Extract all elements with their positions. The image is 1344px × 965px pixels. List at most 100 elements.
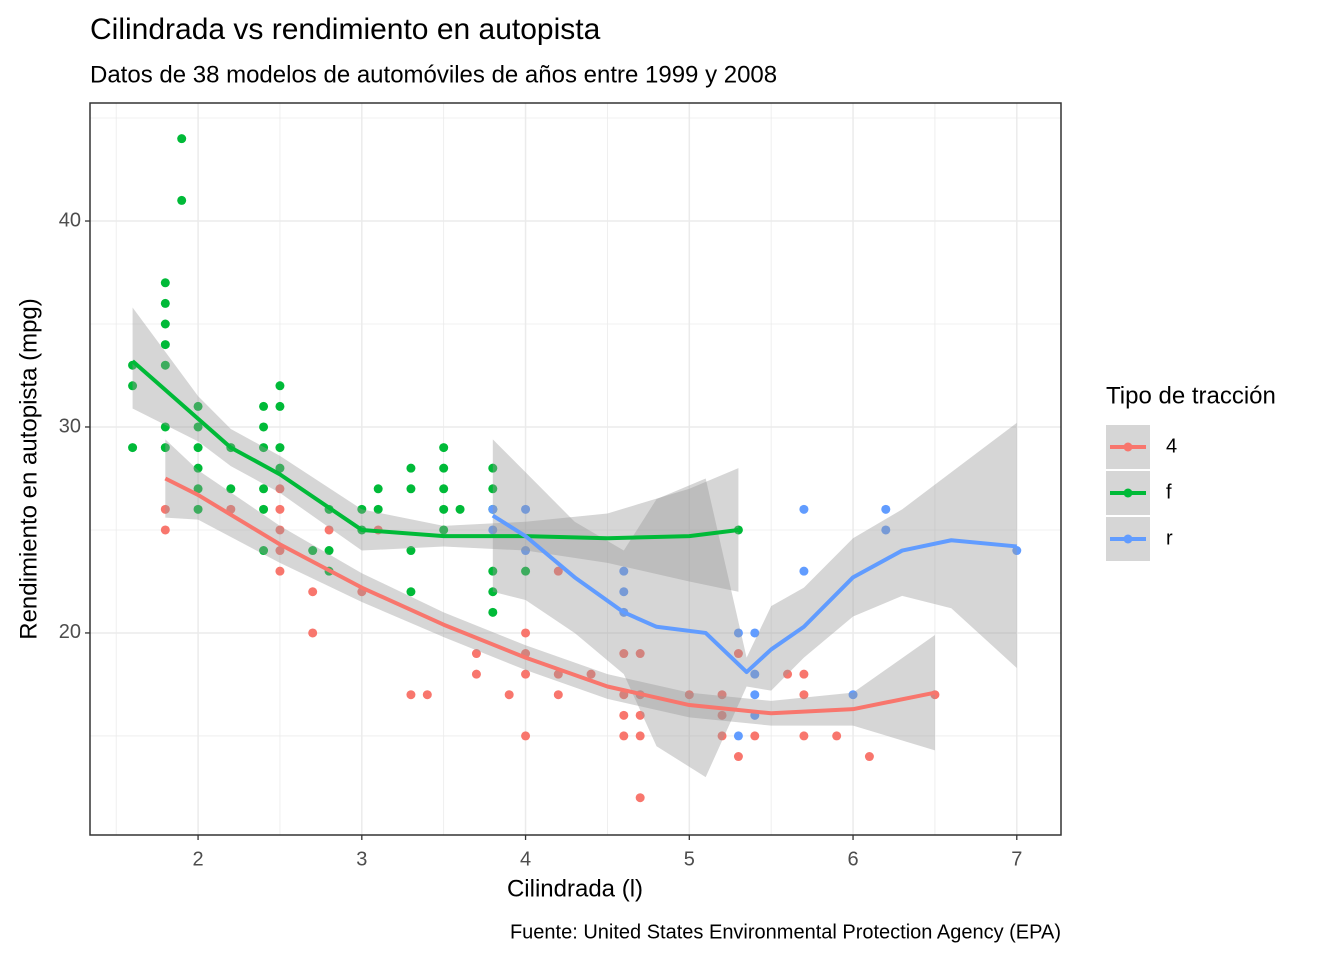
panel-border — [89, 102, 1062, 836]
point — [275, 566, 285, 576]
x-tick-label: 7 — [1011, 848, 1022, 870]
point — [864, 752, 874, 762]
point — [455, 504, 465, 514]
point — [160, 298, 170, 308]
y-tick-label: 40 — [59, 209, 81, 231]
point — [275, 484, 285, 494]
point — [406, 690, 416, 700]
point — [193, 443, 203, 453]
legend-title: Tipo de tracción — [1106, 382, 1276, 409]
legend-key-point — [1123, 488, 1133, 498]
point — [160, 422, 170, 432]
point — [259, 443, 269, 453]
point — [226, 484, 236, 494]
point — [324, 525, 334, 535]
point — [160, 360, 170, 370]
point — [160, 340, 170, 350]
point — [717, 710, 727, 720]
point — [128, 443, 138, 453]
point — [488, 607, 498, 617]
point — [275, 504, 285, 514]
point — [488, 504, 498, 514]
point — [521, 504, 531, 514]
y-tick-label: 30 — [59, 415, 81, 437]
point — [733, 752, 743, 762]
point — [521, 669, 531, 679]
point — [193, 484, 203, 494]
plot-area — [128, 134, 1022, 803]
point — [406, 484, 416, 494]
confidence-band — [165, 439, 935, 751]
point — [439, 463, 449, 473]
point — [193, 422, 203, 432]
y-tick-label: 20 — [59, 621, 81, 643]
point — [848, 690, 858, 700]
x-tick-label: 2 — [193, 848, 204, 870]
point — [160, 504, 170, 514]
chart-title: Cilindrada vs rendimiento en autopista — [90, 13, 601, 46]
point — [308, 628, 318, 638]
point — [619, 566, 629, 576]
point — [553, 566, 563, 576]
x-tick-label: 3 — [356, 848, 367, 870]
point — [488, 463, 498, 473]
point — [373, 484, 383, 494]
point — [488, 587, 498, 597]
point — [783, 669, 793, 679]
point — [439, 484, 449, 494]
point — [439, 504, 449, 514]
point — [488, 484, 498, 494]
point — [160, 278, 170, 288]
point — [619, 710, 629, 720]
point — [586, 669, 596, 679]
point — [259, 401, 269, 411]
legend-label: f — [1166, 481, 1172, 503]
point — [275, 463, 285, 473]
smooth-line — [491, 513, 1017, 675]
point — [193, 504, 203, 514]
point — [259, 546, 269, 556]
smooth-line — [164, 476, 936, 716]
point — [733, 649, 743, 659]
point — [193, 463, 203, 473]
point — [635, 649, 645, 659]
point — [799, 566, 809, 576]
point — [275, 401, 285, 411]
smooth-line — [131, 359, 739, 541]
point — [717, 690, 727, 700]
point — [275, 525, 285, 535]
point — [177, 195, 187, 205]
point — [635, 793, 645, 803]
point — [259, 422, 269, 432]
point — [308, 587, 318, 597]
point — [799, 669, 809, 679]
x-tick-label: 5 — [684, 848, 695, 870]
legend-label: r — [1166, 527, 1173, 549]
point — [275, 546, 285, 556]
legend-key-point — [1123, 534, 1133, 544]
point — [488, 566, 498, 576]
point — [619, 587, 629, 597]
x-axis-title: Cilindrada (l) — [507, 875, 643, 902]
point — [619, 731, 629, 741]
point — [259, 504, 269, 514]
chart-subtitle: Datos de 38 modelos de automóviles de añ… — [90, 61, 777, 88]
point — [717, 731, 727, 741]
point — [750, 690, 760, 700]
point — [275, 443, 285, 453]
point — [177, 134, 187, 144]
point — [128, 381, 138, 391]
point — [308, 546, 318, 556]
point — [1012, 546, 1022, 556]
point — [357, 504, 367, 514]
y-axis-title: Rendimiento en autopista (mpg) — [15, 298, 42, 640]
x-tick-label: 6 — [847, 848, 858, 870]
point — [521, 628, 531, 638]
legend-key-point — [1123, 442, 1133, 452]
point — [733, 628, 743, 638]
point — [422, 690, 432, 700]
point — [160, 319, 170, 329]
caption: Fuente: United States Environmental Prot… — [510, 921, 1061, 943]
